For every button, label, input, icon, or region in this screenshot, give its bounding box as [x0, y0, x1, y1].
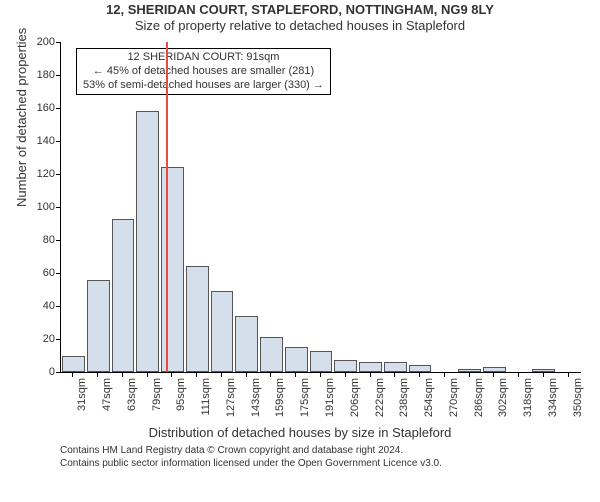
x-tick-mark: [72, 372, 73, 377]
x-tick-mark: [394, 372, 395, 377]
x-tick-label: 47sqm: [101, 378, 113, 411]
x-tick-label: 270sqm: [448, 378, 460, 417]
footer-line-1: Contains HM Land Registry data © Crown c…: [60, 444, 442, 457]
x-tick-mark: [196, 372, 197, 377]
histogram-bar: [384, 362, 407, 372]
x-tick-label: 63sqm: [126, 378, 138, 411]
histogram-bar: [136, 111, 159, 372]
x-tick-label: 286sqm: [473, 378, 485, 417]
y-tick-label: 100: [37, 201, 55, 213]
page-title: 12, SHERIDAN COURT, STAPLEFORD, NOTTINGH…: [0, 2, 600, 17]
y-tick-mark: [56, 339, 61, 340]
x-tick-label: 206sqm: [349, 378, 361, 417]
y-tick-mark: [56, 141, 61, 142]
histogram-bar: [359, 362, 382, 372]
x-tick-label: 79sqm: [151, 378, 163, 411]
x-tick-label: 175sqm: [299, 378, 311, 417]
x-tick-mark: [469, 372, 470, 377]
x-tick-label: 318sqm: [522, 378, 534, 417]
y-tick-mark: [56, 273, 61, 274]
x-tick-label: 222sqm: [374, 378, 386, 417]
x-tick-mark: [246, 372, 247, 377]
x-tick-label: 191sqm: [324, 378, 336, 417]
plot-area: 12 SHERIDAN COURT: 91sqm ← 45% of detach…: [60, 42, 581, 373]
x-tick-label: 159sqm: [274, 378, 286, 417]
x-tick-mark: [97, 372, 98, 377]
y-tick-label: 180: [37, 69, 55, 81]
x-tick-label: 143sqm: [250, 378, 262, 417]
y-tick-label: 200: [37, 36, 55, 48]
y-tick-label: 20: [43, 333, 55, 345]
y-tick-label: 140: [37, 135, 55, 147]
x-tick-mark: [370, 372, 371, 377]
y-tick-label: 80: [43, 234, 55, 246]
info-line-2: ← 45% of detached houses are smaller (28…: [83, 65, 324, 79]
x-tick-mark: [444, 372, 445, 377]
y-tick-label: 120: [37, 168, 55, 180]
footer-line-2: Contains public sector information licen…: [60, 457, 442, 470]
x-tick-mark: [543, 372, 544, 377]
info-line-1: 12 SHERIDAN COURT: 91sqm: [83, 51, 324, 65]
y-axis-label: Number of detached properties: [14, 28, 29, 207]
y-tick-label: 0: [49, 366, 55, 378]
histogram-bar: [112, 219, 135, 372]
histogram-bar: [186, 266, 209, 372]
histogram-bar: [285, 347, 308, 372]
x-tick-label: 127sqm: [225, 378, 237, 417]
y-tick-mark: [56, 174, 61, 175]
y-tick-mark: [56, 108, 61, 109]
histogram-bar: [211, 291, 234, 372]
y-tick-label: 40: [43, 300, 55, 312]
x-tick-mark: [171, 372, 172, 377]
x-tick-mark: [221, 372, 222, 377]
x-tick-mark: [518, 372, 519, 377]
y-tick-mark: [56, 207, 61, 208]
x-tick-label: 111sqm: [200, 378, 212, 416]
histogram-bar: [235, 316, 258, 372]
x-axis-label: Distribution of detached houses by size …: [0, 425, 600, 440]
y-tick-mark: [56, 42, 61, 43]
x-tick-label: 254sqm: [423, 378, 435, 417]
histogram-bar: [161, 167, 184, 372]
histogram-bar: [409, 365, 432, 372]
x-tick-label: 334sqm: [547, 378, 559, 417]
y-tick-mark: [56, 306, 61, 307]
histogram-bar: [334, 360, 357, 372]
x-tick-mark: [295, 372, 296, 377]
x-tick-mark: [147, 372, 148, 377]
x-tick-mark: [345, 372, 346, 377]
footer: Contains HM Land Registry data © Crown c…: [60, 444, 442, 470]
x-tick-mark: [493, 372, 494, 377]
y-tick-mark: [56, 75, 61, 76]
page-subtitle: Size of property relative to detached ho…: [0, 18, 600, 33]
y-tick-label: 60: [43, 267, 55, 279]
histogram-chart: 12 SHERIDAN COURT: 91sqm ← 45% of detach…: [60, 42, 580, 412]
y-tick-mark: [56, 372, 61, 373]
info-box: 12 SHERIDAN COURT: 91sqm ← 45% of detach…: [76, 48, 331, 95]
histogram-bar: [62, 356, 85, 373]
x-tick-mark: [270, 372, 271, 377]
reference-line: [166, 42, 168, 372]
x-tick-label: 95sqm: [175, 378, 187, 411]
x-tick-mark: [320, 372, 321, 377]
histogram-bar: [310, 351, 333, 372]
x-tick-label: 350sqm: [572, 378, 584, 417]
x-tick-label: 238sqm: [398, 378, 410, 417]
info-line-3: 53% of semi-detached houses are larger (…: [83, 79, 324, 93]
x-tick-mark: [568, 372, 569, 377]
histogram-bar: [87, 280, 110, 372]
x-tick-label: 31sqm: [76, 378, 88, 411]
x-tick-label: 302sqm: [497, 378, 509, 417]
y-tick-mark: [56, 240, 61, 241]
histogram-bar: [260, 337, 283, 372]
x-tick-mark: [419, 372, 420, 377]
x-tick-mark: [122, 372, 123, 377]
y-tick-label: 160: [37, 102, 55, 114]
